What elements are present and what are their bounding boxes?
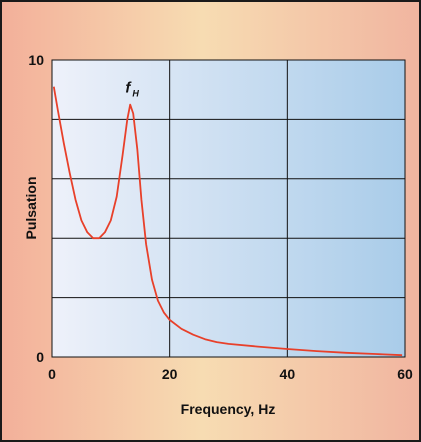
y-tick-labels: 0 10	[28, 52, 44, 365]
peak-annotation: f H	[125, 80, 139, 99]
grid-lines	[52, 60, 405, 357]
x-tick-labels: 0 20 40 60	[48, 366, 413, 382]
x-tick-label: 60	[397, 366, 413, 382]
annotation-subscript: H	[132, 89, 139, 99]
x-axis-title: Frequency, Hz	[181, 401, 276, 417]
x-tick-label: 40	[280, 366, 296, 382]
plot-area	[51, 59, 406, 358]
x-tick-label: 20	[162, 366, 178, 382]
y-axis-title: Pulsation	[23, 176, 39, 239]
annotation-f: f	[125, 80, 132, 97]
y-tick-label: 0	[36, 349, 44, 365]
y-tick-label: 10	[28, 52, 44, 68]
x-tick-label: 0	[48, 366, 56, 382]
series-line	[52, 86, 403, 357]
